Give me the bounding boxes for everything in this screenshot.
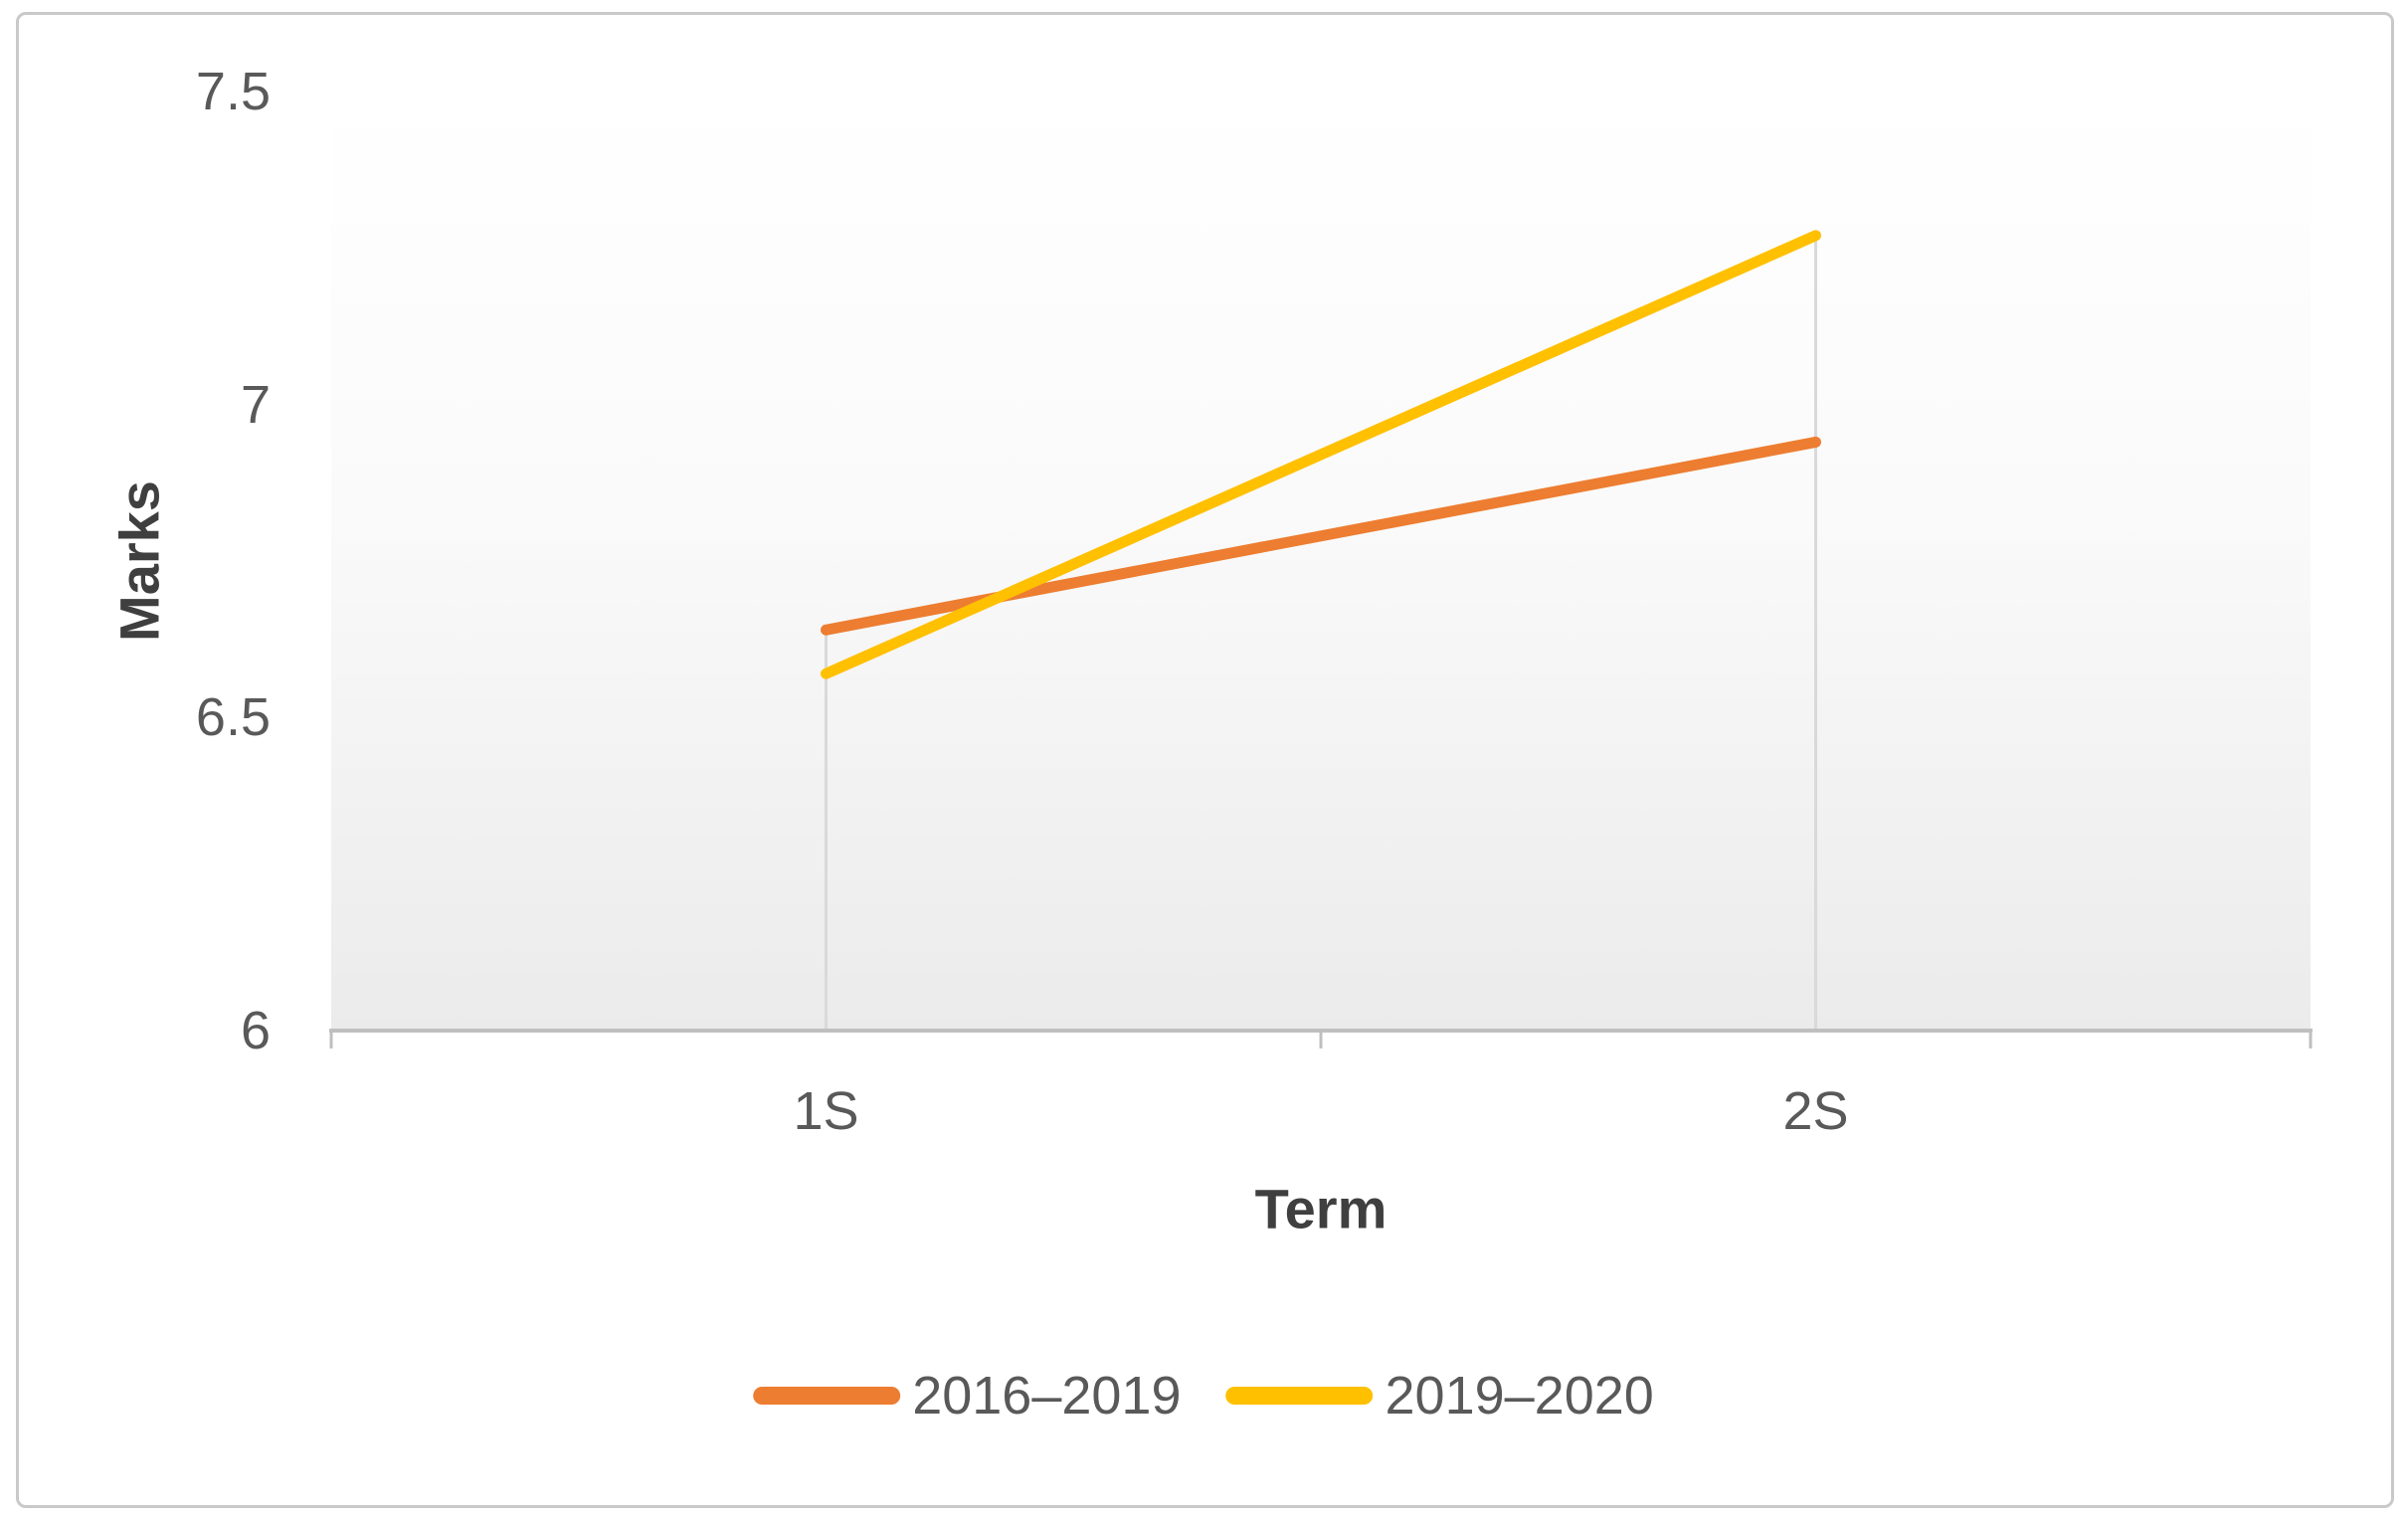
legend-swatch xyxy=(1225,1387,1374,1405)
y-axis-title: Marks xyxy=(107,480,171,642)
legend-label: 2019–2020 xyxy=(1385,1366,1654,1425)
legend-item: 2016–2019 xyxy=(753,1366,1182,1425)
y-tick-label: 6 xyxy=(240,1001,271,1060)
x-tick-label: 1S xyxy=(793,1081,859,1141)
x-axis-title: Term xyxy=(1254,1177,1388,1240)
x-tick-label: 2S xyxy=(1782,1081,1849,1141)
legend-label: 2016–2019 xyxy=(912,1366,1182,1425)
series-line xyxy=(821,436,1821,636)
legend: 2016–2019 2019–2020 xyxy=(753,1366,1654,1425)
legend-item: 2019–2020 xyxy=(1225,1366,1654,1425)
plot-area xyxy=(331,92,2311,1031)
legend-swatch xyxy=(753,1387,901,1405)
series-line xyxy=(821,230,1821,679)
y-tick-label: 6.5 xyxy=(195,687,271,748)
y-tick-label: 7 xyxy=(240,374,271,435)
y-tick-label: 7.5 xyxy=(195,62,271,121)
